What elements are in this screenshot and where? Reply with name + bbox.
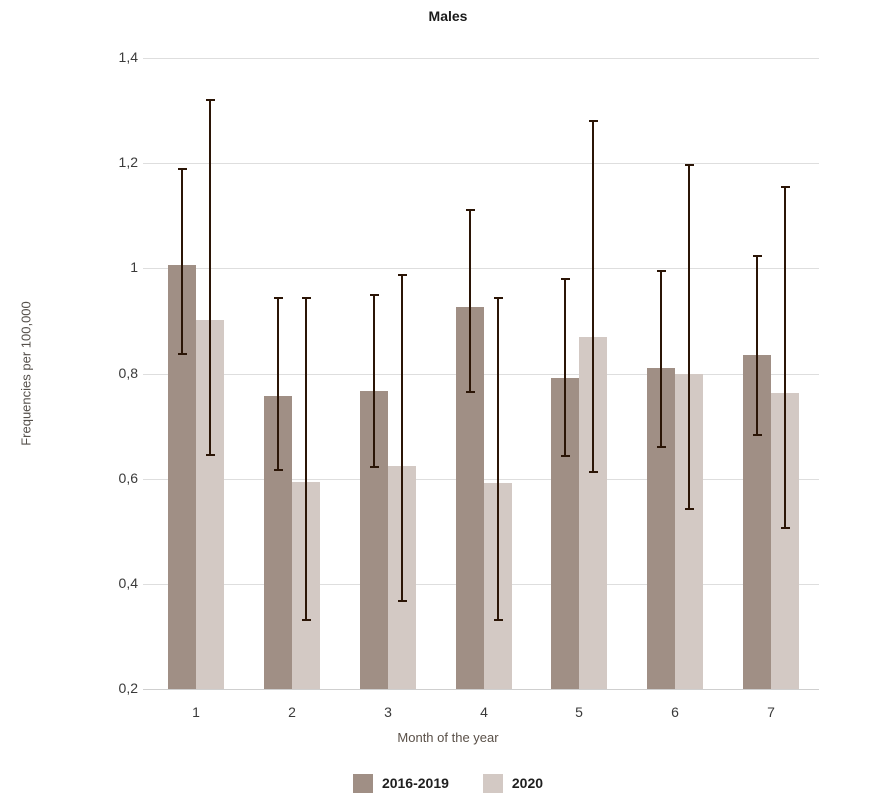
error-bar-cap-low bbox=[370, 466, 379, 468]
x-tick-label-5: 5 bbox=[575, 704, 583, 720]
error-bar-cap-high bbox=[370, 294, 379, 296]
gridline bbox=[143, 58, 819, 59]
error-bar-cap-high bbox=[589, 120, 598, 122]
gridline bbox=[143, 268, 819, 269]
error-bar-2016-2019-month-5 bbox=[564, 278, 566, 456]
error-bar-cap-low bbox=[466, 391, 475, 393]
x-tick-label-2: 2 bbox=[288, 704, 296, 720]
y-tick-label: 0,8 bbox=[118, 365, 138, 381]
error-bar-cap-low bbox=[274, 469, 283, 471]
error-bar-cap-high bbox=[274, 297, 283, 299]
legend-item-2016-2019[interactable]: 2016-2019 bbox=[352, 773, 449, 793]
error-bar-2020-month-1 bbox=[209, 99, 211, 455]
error-bar-2016-2019-month-2 bbox=[277, 297, 279, 470]
gridline bbox=[143, 163, 819, 164]
error-bar-cap-low bbox=[657, 446, 666, 448]
error-bar-2016-2019-month-7 bbox=[756, 255, 758, 435]
error-bar-cap-low bbox=[561, 455, 570, 457]
error-bar-cap-low bbox=[398, 600, 407, 602]
chart-title: Males bbox=[428, 8, 468, 24]
error-bar-cap-high bbox=[206, 99, 215, 101]
y-axis-title: Frequencies per 100,000 bbox=[18, 301, 34, 446]
error-bar-cap-low bbox=[753, 434, 762, 436]
y-tick-label: 0,2 bbox=[118, 680, 138, 696]
error-bar-2020-month-5 bbox=[592, 120, 594, 472]
x-tick-label-3: 3 bbox=[384, 704, 392, 720]
x-tick-label-4: 4 bbox=[480, 704, 488, 720]
error-bar-2020-month-3 bbox=[401, 274, 403, 601]
legend-swatch-2020 bbox=[482, 773, 503, 793]
error-bar-2020-month-7 bbox=[784, 186, 786, 528]
y-tick-label: 1,4 bbox=[118, 49, 138, 65]
error-bar-cap-high bbox=[494, 297, 503, 299]
error-bar-cap-high bbox=[178, 168, 187, 170]
error-bar-2020-month-6 bbox=[688, 164, 690, 509]
error-bar-cap-high bbox=[466, 209, 475, 211]
legend-item-2020[interactable]: 2020 bbox=[482, 773, 544, 793]
error-bar-cap-low bbox=[206, 454, 215, 456]
error-bar-cap-high bbox=[398, 274, 407, 276]
x-tick-label-7: 7 bbox=[767, 704, 775, 720]
error-bar-cap-high bbox=[302, 297, 311, 299]
x-axis-title: Month of the year bbox=[397, 730, 499, 745]
y-tick-label: 0,4 bbox=[118, 575, 138, 591]
error-bar-cap-high bbox=[753, 255, 762, 257]
y-tick-label: 1 bbox=[130, 259, 138, 275]
error-bar-cap-low bbox=[494, 619, 503, 621]
legend-label-2020: 2020 bbox=[511, 775, 544, 791]
x-axis-line bbox=[143, 689, 819, 690]
legend-label-2016-2019: 2016-2019 bbox=[381, 775, 449, 791]
error-bar-2020-month-2 bbox=[305, 297, 307, 620]
error-bar-cap-low bbox=[302, 619, 311, 621]
error-bar-2016-2019-month-3 bbox=[373, 294, 375, 467]
legend-swatch-2016-2019 bbox=[352, 773, 373, 793]
error-bar-cap-low bbox=[685, 508, 694, 510]
error-bar-cap-high bbox=[657, 270, 666, 272]
error-bar-2016-2019-month-6 bbox=[660, 270, 662, 447]
legend: 2016-2019 2020 bbox=[0, 768, 896, 798]
x-tick-label-6: 6 bbox=[671, 704, 679, 720]
x-tick-label-1: 1 bbox=[192, 704, 200, 720]
error-bar-cap-high bbox=[781, 186, 790, 188]
error-bar-2016-2019-month-4 bbox=[469, 209, 471, 392]
error-bar-2016-2019-month-1 bbox=[181, 168, 183, 354]
error-bar-cap-low bbox=[589, 471, 598, 473]
error-bar-cap-high bbox=[561, 278, 570, 280]
error-bar-2020-month-4 bbox=[497, 297, 499, 620]
y-tick-label: 0,6 bbox=[118, 470, 138, 486]
error-bar-cap-high bbox=[685, 164, 694, 166]
error-bar-cap-low bbox=[178, 353, 187, 355]
error-bar-cap-low bbox=[781, 527, 790, 529]
y-tick-label: 1,2 bbox=[118, 154, 138, 170]
